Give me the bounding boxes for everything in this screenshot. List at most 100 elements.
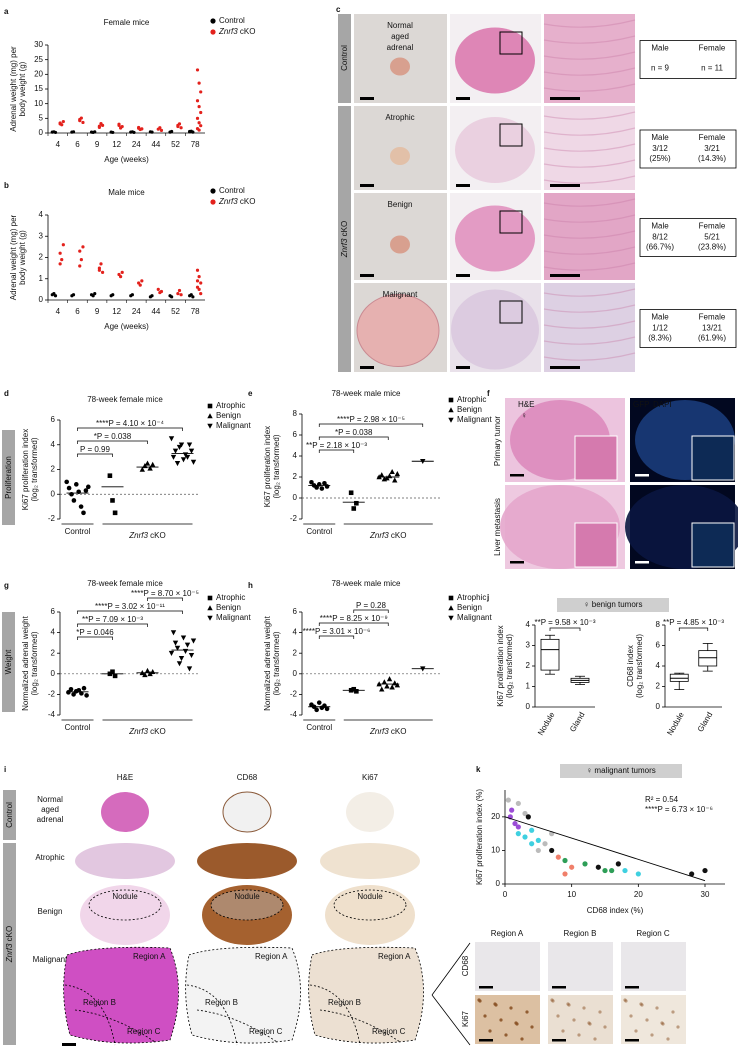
box	[540, 638, 560, 671]
side-label: Weight	[4, 649, 13, 675]
data-point	[178, 442, 185, 448]
y-tick-label: 0	[496, 879, 501, 888]
data-point	[379, 472, 385, 478]
data-point	[386, 676, 393, 682]
x-group-label: Znrf3 cKO	[128, 727, 165, 736]
scale-bar	[550, 97, 580, 100]
cell	[530, 1025, 534, 1029]
y-tick-label: 4	[51, 440, 56, 449]
y-tick-label: 0	[51, 489, 56, 498]
legend-marker	[207, 413, 213, 419]
group-bar	[338, 14, 351, 103]
side-label-bar	[2, 430, 15, 525]
scale-bar	[456, 274, 470, 277]
x-axis-label: CD68 index (%)	[587, 906, 644, 915]
data-point	[351, 506, 357, 511]
stain-label: H&E	[518, 400, 534, 409]
y-axis-label: Adrenal weight (mg) per	[9, 214, 18, 300]
data-point	[144, 667, 151, 674]
data-point	[142, 672, 148, 678]
legend-label: Control	[219, 186, 245, 195]
scale-bar	[510, 474, 524, 477]
data-point	[120, 270, 124, 274]
cell	[520, 1037, 524, 1041]
significance-bracket	[549, 627, 581, 631]
cell	[640, 1003, 644, 1007]
data-point	[348, 490, 354, 496]
y-tick-label: 8	[293, 409, 298, 418]
data-point	[535, 837, 541, 843]
data-point	[354, 500, 359, 506]
data-point	[177, 288, 182, 293]
row-label: Benign	[38, 907, 63, 916]
data-point	[174, 461, 181, 467]
y-tick-label: 4	[293, 628, 298, 637]
y-tick-label: -2	[290, 690, 298, 699]
data-point	[100, 270, 105, 274]
cell	[650, 1033, 654, 1037]
significance-label: P = 0.99	[80, 445, 110, 454]
data-point	[191, 295, 195, 299]
row-label: Primary tumor	[493, 416, 502, 467]
y-tick-label: 20	[491, 812, 500, 821]
y-tick-label: -2	[290, 514, 298, 523]
data-point	[191, 130, 195, 134]
legend-marker	[448, 595, 454, 601]
table-cell: 3/12	[652, 144, 668, 153]
micro-image	[544, 193, 635, 280]
data-point	[78, 249, 82, 253]
data-point	[99, 262, 103, 266]
data-point	[78, 504, 84, 509]
data-point	[81, 685, 87, 691]
legend-marker	[207, 403, 213, 409]
data-point	[120, 124, 124, 129]
micro-image	[544, 106, 635, 190]
legend-label: Znrf3 cKO	[218, 27, 255, 36]
table-box	[639, 218, 737, 257]
tissue	[80, 885, 170, 945]
y-tick-label: 0	[293, 493, 298, 502]
y-tick-label: -4	[290, 710, 298, 719]
scale-bar	[360, 184, 374, 187]
cell	[598, 1010, 602, 1014]
inset-box	[499, 300, 523, 324]
chart-title: ♀ malignant tumors	[586, 766, 656, 775]
tissue-texture	[543, 262, 636, 271]
stat-annotation: R² = 0.54	[645, 795, 679, 804]
nodule-outline	[88, 889, 162, 921]
panel-header: ♀ benign tumors	[584, 600, 643, 609]
legend-marker	[207, 615, 213, 621]
tissue-texture	[543, 127, 636, 136]
y-tick-label: 6	[51, 415, 56, 424]
x-tick-label: 44	[151, 140, 160, 149]
organ	[390, 57, 410, 76]
y-tick-label: 2	[293, 472, 298, 481]
data-point	[156, 287, 160, 291]
table-cell: 3/21	[704, 144, 720, 153]
data-point	[384, 683, 390, 689]
data-point	[569, 864, 575, 870]
y-tick-label: 2	[293, 648, 298, 657]
tissue-texture	[543, 143, 636, 152]
data-point	[71, 692, 76, 697]
cell	[504, 1033, 508, 1037]
inset	[691, 435, 735, 481]
stat-annotation: ****P = 6.73 × 10⁻⁶	[645, 805, 713, 814]
data-point	[505, 797, 511, 803]
cell	[593, 1037, 597, 1041]
group-label: Znrf3 cKO	[5, 926, 14, 963]
tissue-texture	[543, 35, 636, 44]
significance-bracket	[678, 627, 709, 631]
row-label: adrenal	[37, 815, 64, 824]
inset	[691, 522, 735, 568]
x-group-label: Control	[65, 723, 91, 732]
table-cell: (8.3%)	[648, 334, 672, 343]
header-box	[560, 764, 682, 778]
cell	[567, 1003, 571, 1007]
region-outline	[64, 984, 156, 1046]
scale-bar	[635, 561, 649, 564]
y-tick-label: 2	[656, 682, 661, 691]
panel-letter: j	[486, 593, 489, 602]
y-tick-label: 2	[51, 648, 56, 657]
data-point	[111, 130, 115, 135]
